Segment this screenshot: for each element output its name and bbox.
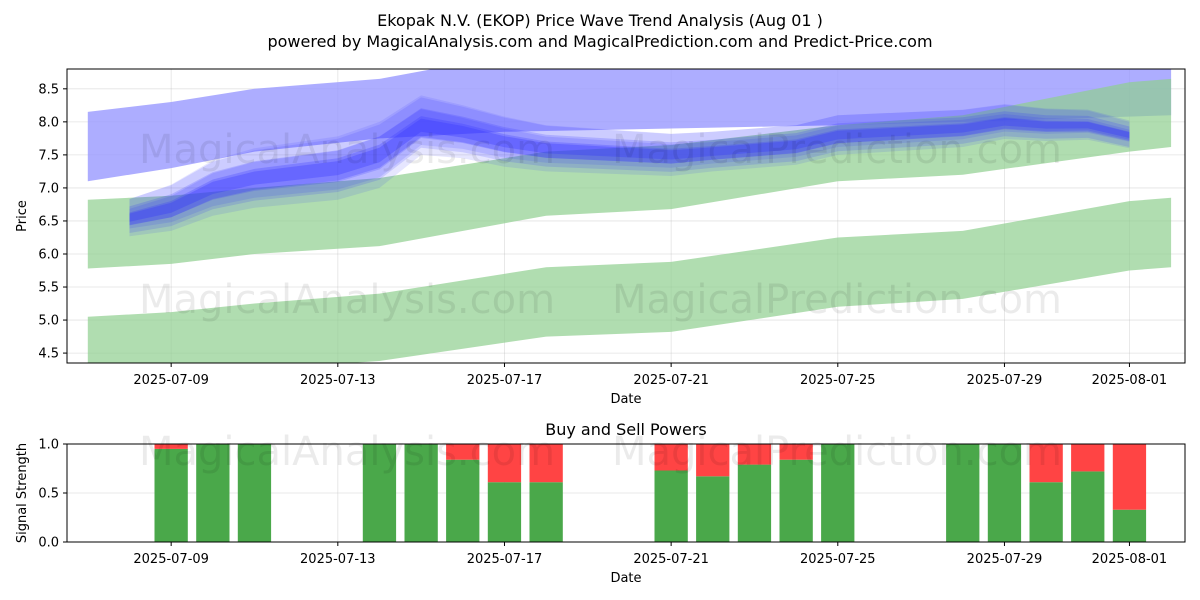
- price-y-tick-label: 4.5: [38, 347, 59, 362]
- wave-layer-4: [129, 116, 1130, 226]
- price-y-tick-label: 5.0: [38, 314, 59, 329]
- sell-bar: [779, 444, 813, 460]
- chart-subtitle: powered by MagicalAnalysis.com and Magic…: [267, 32, 932, 51]
- price-panel: MagicalAnalysis.com MagicalPrediction.co…: [15, 68, 1186, 407]
- price-axes-frame: [66, 68, 1186, 364]
- signal-panel-title: Buy and Sell Powers: [545, 420, 707, 439]
- sell-bar: [154, 444, 188, 449]
- price-y-tick-label: 8.5: [38, 82, 59, 97]
- signal-x-ticks: 2025-07-09 2025-07-13 2025-07-17 2025-07-21…: [133, 542, 1167, 567]
- band-blue-0: [87, 69, 1172, 182]
- price-x-ticks: 2025-07-09 2025-07-13 2025-07-17 2025-07-21…: [133, 363, 1167, 388]
- price-x-tick-label: 2025-08-01: [1092, 373, 1168, 388]
- price-y-axis-label: Price: [15, 200, 30, 232]
- price-y-ticks: 4.5 5.0 5.5 6.0 6.5 7.0 7.5 8.0 8.5: [38, 82, 67, 362]
- signal-x-tick-label: 2025-07-29: [967, 552, 1043, 567]
- watermark-analysis-mid: MagicalAnalysis.com: [139, 277, 555, 323]
- buy-bar: [446, 459, 480, 542]
- buy-bar: [946, 444, 980, 542]
- signal-y-tick-label: 0.5: [38, 487, 59, 502]
- signal-panel: Buy and Sell Powers MagicalAnalysis.com …: [15, 420, 1186, 586]
- sell-bar: [487, 444, 522, 483]
- signal-x-tick-label: 2025-07-25: [800, 552, 876, 567]
- buy-bar: [362, 444, 397, 542]
- buy-bar: [1029, 482, 1063, 542]
- signal-y-axis-label: Signal Strength: [15, 443, 30, 543]
- price-x-tick-label: 2025-07-25: [800, 373, 876, 388]
- signal-x-tick-label: 2025-08-01: [1092, 552, 1168, 567]
- band-green-1: [87, 78, 1172, 269]
- buy-bar: [779, 459, 813, 542]
- watermark-prediction-mid: MagicalPrediction.com: [612, 277, 1062, 323]
- watermark-analysis-top: MagicalAnalysis.com: [139, 127, 555, 173]
- watermark-prediction-bottom: MagicalPrediction.com: [612, 429, 1062, 475]
- buy-bar: [987, 444, 1022, 542]
- sell-bar: [654, 444, 688, 471]
- sell-bar: [1071, 444, 1105, 472]
- buy-bar: [196, 444, 230, 542]
- sell-bar: [1112, 444, 1147, 510]
- buy-bar: [737, 464, 772, 542]
- sell-bar: [446, 444, 480, 460]
- buy-bar: [237, 444, 272, 542]
- signal-x-tick-label: 2025-07-17: [467, 552, 543, 567]
- sell-bar: [696, 444, 730, 477]
- signal-x-tick-label: 2025-07-13: [300, 552, 376, 567]
- signal-x-axis-label: Date: [610, 571, 641, 586]
- wave-layer-1: [129, 97, 1130, 229]
- watermark-prediction-top: MagicalPrediction.com: [612, 127, 1062, 173]
- wave-layer-2: [129, 109, 1130, 233]
- price-x-tick-label: 2025-07-21: [633, 373, 709, 388]
- wave-layer-3: [129, 108, 1130, 225]
- price-x-tick-label: 2025-07-29: [967, 373, 1043, 388]
- sell-bar: [529, 444, 563, 483]
- price-watermarks: MagicalAnalysis.com MagicalPrediction.co…: [139, 127, 1062, 323]
- signal-y-ticks: 0.0 0.5 1.0: [38, 438, 67, 551]
- signal-y-tick-label: 1.0: [38, 438, 59, 453]
- price-y-tick-label: 6.0: [38, 247, 59, 262]
- price-y-tick-label: 6.5: [38, 214, 59, 229]
- price-bands: [87, 69, 1172, 363]
- signal-watermarks: MagicalAnalysis.com MagicalPrediction.co…: [139, 429, 1062, 475]
- price-x-tick-label: 2025-07-09: [133, 373, 209, 388]
- sell-bar: [1029, 444, 1063, 483]
- sell-bar: [737, 444, 772, 465]
- buy-bar: [821, 444, 855, 542]
- watermark-analysis-bottom: MagicalAnalysis.com: [139, 429, 555, 475]
- buy-bar: [487, 482, 522, 542]
- buy-bar: [404, 444, 438, 542]
- signal-bars: [154, 444, 1147, 542]
- band-green-2: [87, 197, 1172, 363]
- price-y-tick-label: 5.5: [38, 281, 59, 296]
- buy-bar: [529, 482, 563, 542]
- wave-layer-0: [129, 95, 1130, 237]
- buy-bar: [1112, 509, 1147, 542]
- price-y-tick-label: 7.5: [38, 148, 59, 163]
- buy-bar: [696, 476, 730, 542]
- price-y-tick-label: 8.0: [38, 115, 59, 130]
- price-y-tick-label: 7.0: [38, 181, 59, 196]
- wave-layer-5: [129, 118, 1130, 222]
- signal-x-tick-label: 2025-07-21: [633, 552, 709, 567]
- price-x-axis-label: Date: [610, 392, 641, 407]
- price-wave: [129, 95, 1130, 237]
- signal-y-tick-label: 0.0: [38, 536, 59, 551]
- signal-x-tick-label: 2025-07-09: [133, 552, 209, 567]
- buy-bar: [654, 470, 688, 542]
- price-x-tick-label: 2025-07-17: [467, 373, 543, 388]
- chart-title: Ekopak N.V. (EKOP) Price Wave Trend Anal…: [377, 11, 823, 30]
- buy-bar: [154, 448, 188, 542]
- buy-bar: [1071, 471, 1105, 542]
- price-x-tick-label: 2025-07-13: [300, 373, 376, 388]
